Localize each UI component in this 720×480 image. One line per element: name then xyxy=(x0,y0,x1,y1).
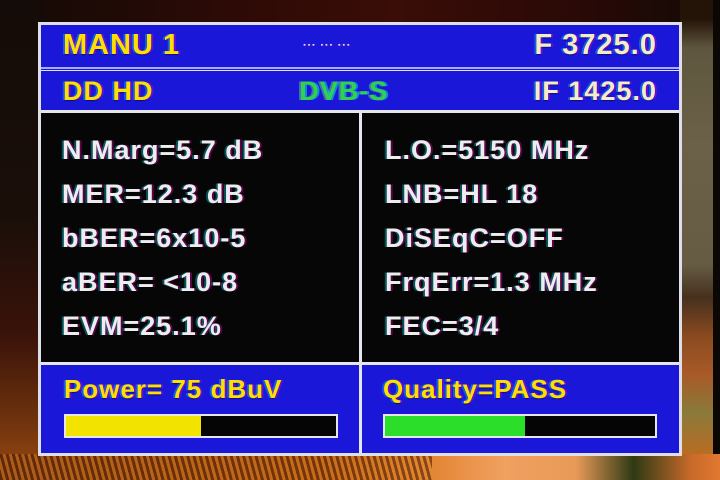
power-readout: Power= 75 dBuV xyxy=(64,374,283,404)
if-frequency-readout: IF 1425.0 xyxy=(533,75,657,106)
measurements-left-column: N.Marg=5.7 dB MER=12.3 dB bBER=6x10-5 aB… xyxy=(41,113,360,362)
power-bar xyxy=(64,414,338,438)
signal-marks-icon: ▪▪▪ ▪▪▪ ▪▪▪ xyxy=(303,42,352,49)
subheader-bar: DD HD DVB-S IF 1425.0 xyxy=(41,72,679,110)
power-section: Power= 75 dBuV xyxy=(41,365,360,453)
measurement-fec: FEC=3/4 xyxy=(385,311,500,341)
header-bar: MANU 1 ▪▪▪ ▪▪▪ ▪▪▪ F 3725.0 xyxy=(41,25,679,66)
quality-readout: Quality=PASS xyxy=(383,374,568,404)
measurements-right-column: L.O.=5150 MHz LNB=HL 18 DiSEqC=OFF FrqEr… xyxy=(360,113,679,362)
quality-bar xyxy=(383,414,657,438)
dvb-standard-label: DVB-S xyxy=(299,75,389,106)
divider-vertical-bottom xyxy=(359,365,362,453)
status-panel: Power= 75 dBuV Quality=PASS xyxy=(41,365,679,453)
frequency-readout: F 3725.0 xyxy=(534,29,657,61)
background-right-strip xyxy=(680,0,720,480)
background-top-strip xyxy=(0,0,720,24)
measurement-diseqc: DiSEqC=OFF xyxy=(385,223,564,253)
power-bar-fill xyxy=(66,416,201,436)
quality-bar-fill xyxy=(385,416,526,436)
measurement-aber: aBER= <10-8 xyxy=(62,267,239,297)
measurement-nmarg: N.Marg=5.7 dB xyxy=(62,135,264,165)
measurement-lo: L.O.=5150 MHz xyxy=(385,135,590,165)
measurement-lnb: LNB=HL 18 xyxy=(385,179,539,209)
measurements-panel: N.Marg=5.7 dB MER=12.3 dB bBER=6x10-5 aB… xyxy=(41,113,679,362)
divider-horizontal-bottom xyxy=(41,362,679,365)
divider-horizontal-top xyxy=(41,110,679,113)
measurement-evm: EVM=25.1% xyxy=(62,311,222,341)
divider-vertical-main xyxy=(359,113,362,362)
background-left-strip xyxy=(0,0,40,480)
measurement-bber: bBER=6x10-5 xyxy=(62,223,247,253)
background-bottom-strip xyxy=(0,454,720,480)
menu-title: MANU 1 xyxy=(63,29,181,61)
measurement-mer: MER=12.3 dB xyxy=(62,179,245,209)
quality-section: Quality=PASS xyxy=(360,365,679,453)
channel-name: DD HD xyxy=(63,75,154,106)
osd-window: MANU 1 ▪▪▪ ▪▪▪ ▪▪▪ F 3725.0 DD HD DVB-S … xyxy=(38,22,682,456)
header-separator xyxy=(41,66,679,72)
measurement-frqerr: FrqErr=1.3 MHz xyxy=(385,267,598,297)
